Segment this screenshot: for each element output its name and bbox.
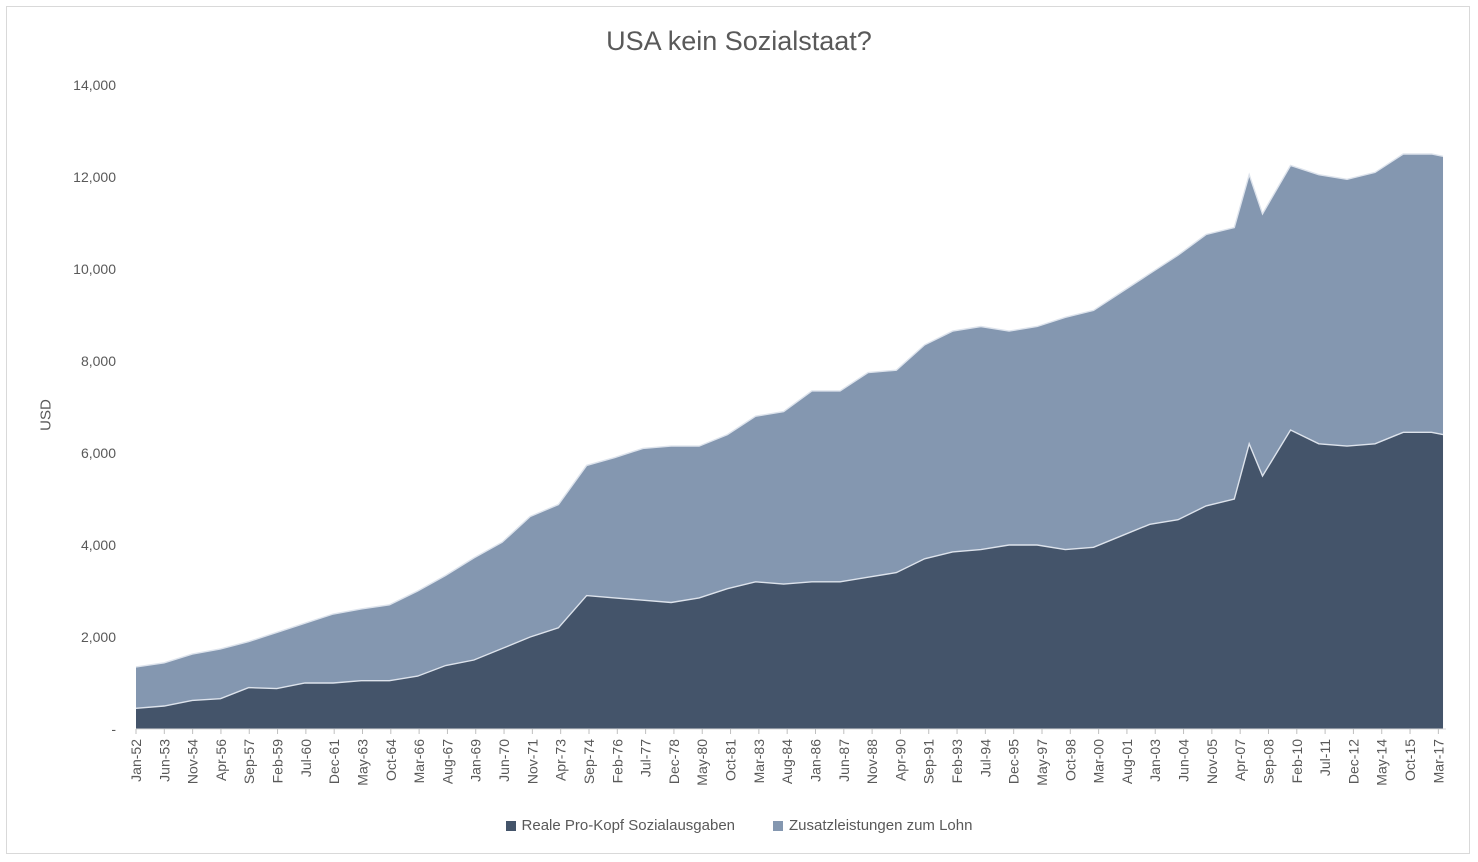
x-tick-label: Dec-12 xyxy=(1345,739,1361,784)
x-tick-label: Nov-71 xyxy=(524,739,540,784)
chart-title: USA kein Sozialstaat? xyxy=(606,26,872,56)
x-tick-label: Sep-74 xyxy=(581,739,597,784)
x-tick-label: Nov-54 xyxy=(185,739,201,784)
x-tick-label: Apr-90 xyxy=(892,739,908,781)
x-tick-label: Mar-17 xyxy=(1430,739,1446,784)
x-tick-label: Jun-53 xyxy=(156,739,172,782)
x-tick-label: Jan-03 xyxy=(1147,739,1163,782)
line-zusatzleistungen xyxy=(135,153,1444,668)
y-tick-label: 6,000 xyxy=(81,445,116,461)
x-tick-label: Jun-87 xyxy=(836,739,852,782)
y-tick-label: 14,000 xyxy=(73,77,116,93)
area-zusatzleistungen xyxy=(136,154,1444,709)
legend-item-zusatzleistungen: Zusatzleistungen zum Lohn xyxy=(773,817,972,834)
x-tick-label: Mar-83 xyxy=(751,739,767,784)
x-tick-label: Jan-52 xyxy=(128,739,144,782)
x-tick-label: Sep-91 xyxy=(921,739,937,784)
x-tick-label: May-80 xyxy=(694,739,710,786)
legend: Reale Pro-Kopf Sozialausgaben Zusatzleis… xyxy=(0,817,1478,834)
x-tick-label: Feb-10 xyxy=(1289,739,1305,784)
legend-label-zusatzleistungen: Zusatzleistungen zum Lohn xyxy=(789,817,973,834)
legend-item-sozialausgaben: Reale Pro-Kopf Sozialausgaben xyxy=(505,817,736,834)
x-tick-label: Oct-98 xyxy=(1062,739,1078,781)
legend-label-sozialausgaben: Reale Pro-Kopf Sozialausgaben xyxy=(521,817,736,834)
y-tick-label: 4,000 xyxy=(81,537,116,553)
x-tick-label: Dec-78 xyxy=(666,739,682,784)
x-tick-label: Jul-77 xyxy=(638,739,654,777)
x-tick-label: Mar-66 xyxy=(411,739,427,784)
legend-swatch-zusatzleistungen xyxy=(773,820,784,831)
y-tick-label: 2,000 xyxy=(81,629,116,645)
x-tick-label: Jul-60 xyxy=(298,739,314,777)
x-tick-label: Jun-70 xyxy=(496,739,512,782)
legend-swatch-sozialausgaben xyxy=(505,820,516,831)
x-tick-label: Oct-81 xyxy=(723,739,739,781)
x-tick-label: Jan-69 xyxy=(468,739,484,782)
x-tick-label: Dec-95 xyxy=(1006,739,1022,784)
x-tick-label: Dec-61 xyxy=(326,739,342,784)
x-tick-label: Sep-57 xyxy=(241,739,257,784)
x-tick-label: May-63 xyxy=(354,739,370,786)
y-tick-label: 12,000 xyxy=(73,169,116,185)
y-tick-label: 10,000 xyxy=(73,261,116,277)
x-tick-label: Oct-64 xyxy=(383,739,399,781)
x-tick-label: Jun-04 xyxy=(1176,739,1192,782)
x-tick-label: Apr-73 xyxy=(553,739,569,781)
x-tick-label: Nov-05 xyxy=(1204,739,1220,784)
x-tick-label: Apr-56 xyxy=(213,739,229,781)
area-sozialausgaben xyxy=(136,430,1444,729)
x-tick-label: Jul-11 xyxy=(1317,739,1333,776)
x-tick-label: Sep-08 xyxy=(1260,739,1276,784)
x-tick-label: May-97 xyxy=(1034,739,1050,786)
x-tick-label: Oct-15 xyxy=(1402,739,1418,781)
x-tick-label: Feb-59 xyxy=(270,739,286,784)
y-tick-label: 8,000 xyxy=(81,353,116,369)
x-tick-label: Aug-01 xyxy=(1119,739,1135,784)
x-tick-label: Nov-88 xyxy=(864,739,880,784)
x-tick-label: Apr-07 xyxy=(1232,739,1248,781)
x-tick-label: Feb-76 xyxy=(609,739,625,784)
y-tick-label: - xyxy=(111,721,116,737)
x-tick-label: Aug-67 xyxy=(439,739,455,784)
x-tick-label: May-14 xyxy=(1374,739,1390,786)
line-sozialausgaben xyxy=(135,429,1444,709)
x-tick-label: Jan-86 xyxy=(807,739,823,782)
x-tick-label: Feb-93 xyxy=(949,739,965,784)
x-tick-label: Aug-84 xyxy=(779,739,795,784)
x-tick-label: Mar-00 xyxy=(1091,739,1107,784)
x-tick-label: Jul-94 xyxy=(977,739,993,777)
